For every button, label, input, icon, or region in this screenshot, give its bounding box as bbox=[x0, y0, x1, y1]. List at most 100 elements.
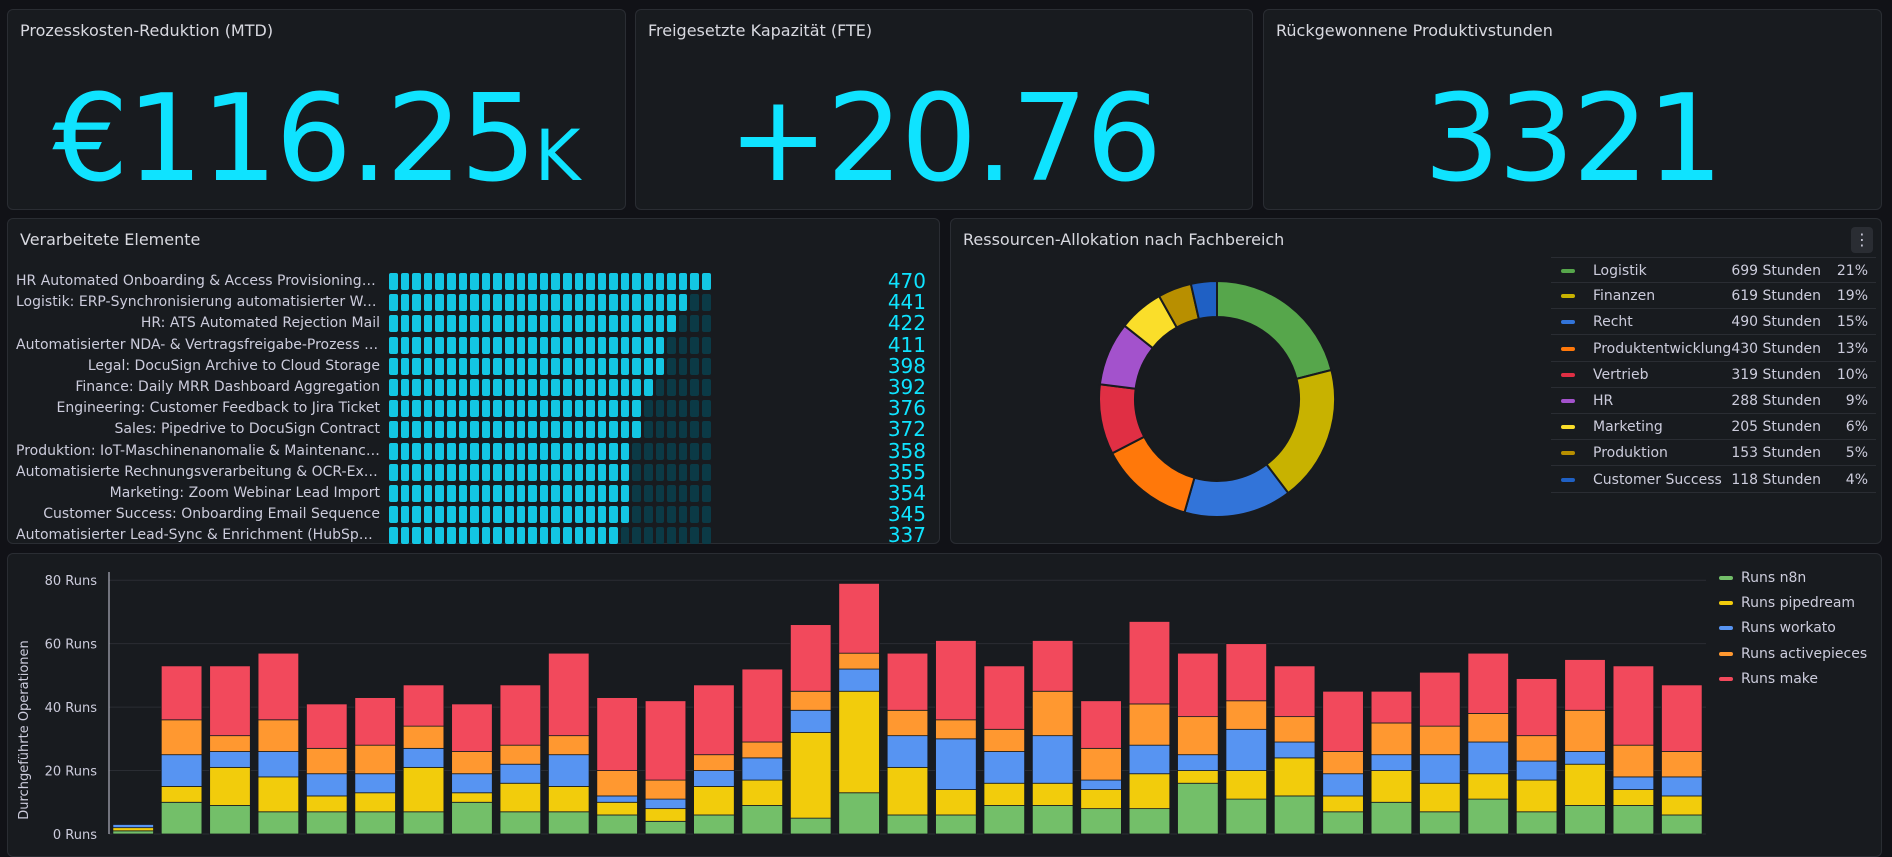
bar-segment[interactable] bbox=[1370, 690, 1413, 724]
bar-segment[interactable] bbox=[1128, 744, 1171, 775]
bar-segment[interactable] bbox=[1467, 773, 1509, 800]
bar-segment[interactable] bbox=[1031, 735, 1074, 784]
bar-segment[interactable] bbox=[548, 652, 590, 737]
bar-segment[interactable] bbox=[451, 703, 493, 752]
bar-segment[interactable] bbox=[693, 786, 735, 816]
bar-segment[interactable] bbox=[886, 652, 929, 711]
bar-segment[interactable] bbox=[741, 757, 784, 781]
bar-segment[interactable] bbox=[1564, 659, 1606, 711]
bar-segment[interactable] bbox=[1080, 808, 1122, 835]
bar-segment[interactable] bbox=[1515, 735, 1558, 762]
bar-segment[interactable] bbox=[693, 814, 735, 835]
bar-segment[interactable] bbox=[1322, 773, 1364, 797]
bar-segment[interactable] bbox=[1031, 690, 1074, 737]
bar-segment[interactable] bbox=[306, 811, 348, 835]
bar-segment[interactable] bbox=[1031, 640, 1074, 692]
bar-segment[interactable] bbox=[1273, 716, 1316, 743]
bar-segment[interactable] bbox=[354, 773, 396, 794]
bar-segment[interactable] bbox=[1370, 722, 1413, 756]
bar-segment[interactable] bbox=[402, 747, 445, 768]
bar-segment[interactable] bbox=[596, 801, 638, 816]
bar-segment[interactable] bbox=[1612, 776, 1655, 790]
bar-segment[interactable] bbox=[209, 766, 251, 806]
bar-segment[interactable] bbox=[1031, 782, 1074, 806]
bar-segment[interactable] bbox=[1467, 741, 1509, 775]
bar-segment[interactable] bbox=[693, 770, 735, 787]
bargauge-row[interactable]: Customer Success: Onboarding Email Seque… bbox=[16, 502, 936, 526]
bar-segment[interactable] bbox=[935, 640, 977, 721]
bar-segment[interactable] bbox=[1177, 716, 1219, 756]
bar-segment[interactable] bbox=[1322, 690, 1364, 752]
bar-segment[interactable] bbox=[693, 684, 735, 756]
bar-segment[interactable] bbox=[306, 773, 348, 797]
bar-segment[interactable] bbox=[596, 697, 638, 771]
bar-segment[interactable] bbox=[1177, 770, 1219, 784]
bar-segment[interactable] bbox=[354, 811, 396, 835]
bar-segment[interactable] bbox=[209, 805, 251, 835]
bar-segment[interactable] bbox=[1177, 782, 1219, 835]
bar-segment[interactable] bbox=[257, 811, 300, 835]
bar-segment[interactable] bbox=[160, 754, 203, 787]
bar-segment[interactable] bbox=[402, 766, 445, 813]
bar-segment[interactable] bbox=[1080, 747, 1122, 781]
bar-segment[interactable] bbox=[693, 754, 735, 771]
bar-segment[interactable] bbox=[644, 798, 687, 810]
bar-segment[interactable] bbox=[644, 808, 687, 822]
panel-title[interactable]: Verarbeitete Elemente bbox=[20, 230, 201, 249]
bar-segment[interactable] bbox=[1177, 652, 1219, 718]
bar-segment[interactable] bbox=[354, 792, 396, 813]
bar-segment[interactable] bbox=[1080, 779, 1122, 790]
bar-segment[interactable] bbox=[838, 792, 880, 835]
bar-segment[interactable] bbox=[596, 814, 638, 835]
bar-segment[interactable] bbox=[741, 741, 784, 759]
bar-segment[interactable] bbox=[1273, 665, 1316, 718]
bar-segment[interactable] bbox=[886, 735, 929, 768]
bar-segment[interactable] bbox=[1612, 665, 1655, 746]
bar-segment[interactable] bbox=[306, 747, 348, 775]
bar-segment[interactable] bbox=[789, 732, 832, 819]
legend-row[interactable]: Logistik 699 Stunden 21% bbox=[1551, 257, 1876, 283]
bar-segment[interactable] bbox=[402, 811, 445, 835]
donut-slice[interactable] bbox=[1265, 368, 1336, 495]
bar-segment[interactable] bbox=[789, 709, 832, 733]
bar-segment[interactable] bbox=[1515, 811, 1558, 835]
bar-segment[interactable] bbox=[112, 827, 154, 832]
bar-segment[interactable] bbox=[983, 728, 1026, 752]
bar-segment[interactable] bbox=[1177, 754, 1219, 771]
bargauge-row[interactable]: Automatisierte Rechnungsverarbeitung & O… bbox=[16, 460, 936, 484]
bar-segment[interactable] bbox=[499, 763, 542, 784]
bar-segment[interactable] bbox=[1128, 808, 1171, 835]
more-vertical-icon[interactable]: ⋮ bbox=[1851, 227, 1873, 253]
bar-segment[interactable] bbox=[1273, 795, 1316, 835]
bar-segment[interactable] bbox=[257, 776, 300, 813]
bar-segment[interactable] bbox=[402, 684, 445, 727]
bar-segment[interactable] bbox=[1128, 773, 1171, 810]
bar-segment[interactable] bbox=[257, 652, 300, 721]
bar-segment[interactable] bbox=[1515, 678, 1558, 737]
bar-segment[interactable] bbox=[1564, 805, 1606, 835]
bargauge-row[interactable]: Finance: Daily MRR Dashboard Aggregation… bbox=[16, 375, 936, 399]
bar-segment[interactable] bbox=[209, 735, 251, 752]
bar-segment[interactable] bbox=[548, 754, 590, 787]
bar-segment[interactable] bbox=[983, 782, 1026, 806]
bar-segment[interactable] bbox=[1128, 621, 1171, 705]
bar-segment[interactable] bbox=[451, 751, 493, 775]
bar-segment[interactable] bbox=[1370, 754, 1413, 771]
donut-slice[interactable] bbox=[1183, 462, 1290, 518]
bar-segment[interactable] bbox=[1467, 652, 1509, 714]
bar-segment[interactable] bbox=[1419, 725, 1461, 756]
bar-segment[interactable] bbox=[838, 690, 880, 794]
bar-segment[interactable] bbox=[257, 751, 300, 778]
bar-segment[interactable] bbox=[983, 665, 1026, 730]
bar-segment[interactable] bbox=[1467, 713, 1509, 743]
bar-segment[interactable] bbox=[1661, 814, 1703, 835]
bar-segment[interactable] bbox=[306, 795, 348, 813]
bar-segment[interactable] bbox=[1225, 798, 1267, 835]
bar-segment[interactable] bbox=[935, 789, 977, 816]
bar-segment[interactable] bbox=[1225, 643, 1267, 702]
bar-segment[interactable] bbox=[499, 684, 542, 746]
bargauge-row[interactable]: Marketing: Zoom Webinar Lead Import 354 bbox=[16, 481, 936, 505]
bar-segment[interactable] bbox=[741, 668, 784, 743]
bargauge-row[interactable]: Produktion: IoT-Maschinenanomalie & Main… bbox=[16, 439, 936, 463]
legend-row[interactable]: HR 288 Stunden 9% bbox=[1551, 388, 1876, 414]
